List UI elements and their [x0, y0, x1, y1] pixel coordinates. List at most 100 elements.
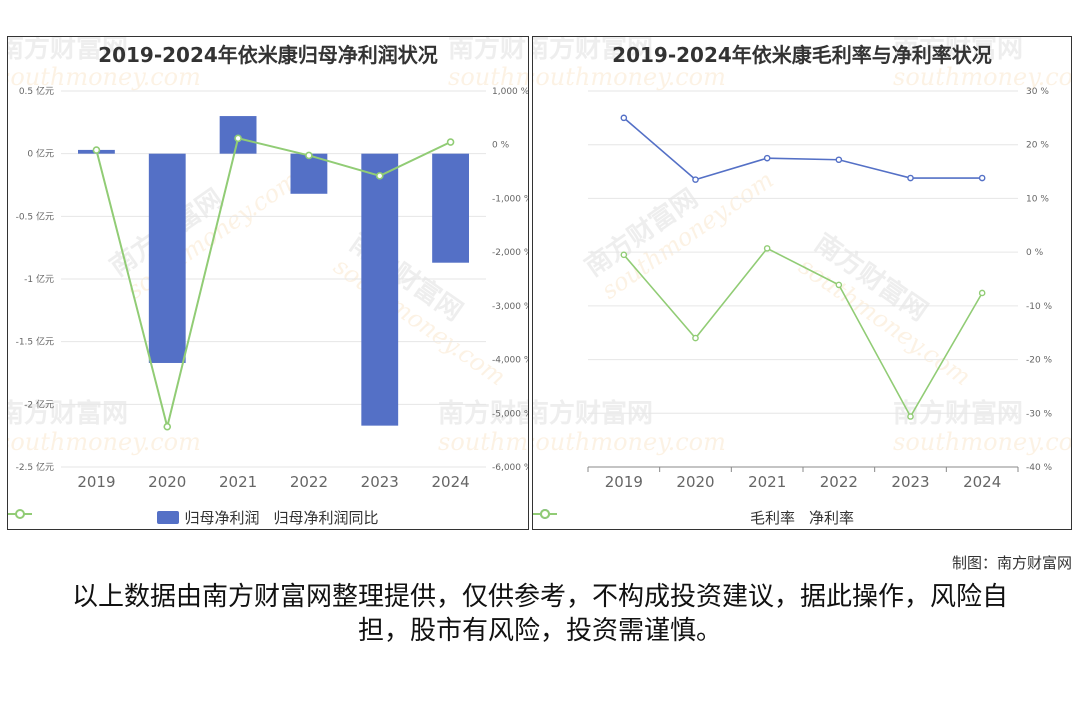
y-right-tick-label: 20 %	[1026, 141, 1049, 151]
x-tick-label: 2023	[891, 473, 929, 491]
legend-label: 净利率	[809, 509, 855, 527]
y-right-tick-label: 0 %	[1026, 248, 1044, 258]
y-right-tick-label: -40 %	[1026, 463, 1053, 473]
data-point	[620, 114, 628, 122]
watermark-cn: 南方财富网	[533, 37, 653, 64]
y-left-tick-label: -2.5 亿元	[16, 461, 54, 473]
chart-title: 2019-2024年依米康毛利率与净利率状况	[612, 43, 992, 67]
watermark-cn: 南方财富网	[448, 37, 529, 64]
data-point	[620, 251, 628, 259]
y-right-tick-label: -2,000 %	[492, 248, 529, 258]
data-point	[692, 334, 699, 342]
y-right-tick-label: -1,000 %	[492, 194, 529, 204]
data-point	[234, 134, 242, 143]
y-right-tick-label: -20 %	[1026, 356, 1053, 366]
y-right-tick-label: -30 %	[1026, 409, 1053, 419]
series-line-net-margin	[623, 247, 983, 419]
y-left-tick-label: -0.5 亿元	[16, 210, 54, 222]
watermark-en: southmoney.com	[533, 63, 726, 91]
x-tick-label: 2020	[148, 473, 186, 491]
data-point	[763, 154, 771, 162]
disclaimer-text: 以上数据由南方财富网整理提供，仅供参考，不构成投资建议，据此操作，风险自担，股市…	[71, 582, 1008, 646]
chart-title: 2019-2024年依米康归母净利润状况	[98, 43, 438, 67]
data-point	[978, 289, 986, 297]
watermark-en: southmoney.com	[448, 63, 529, 91]
watermark-cn: 南方财富网	[438, 398, 529, 429]
x-tick-label: 2021	[748, 473, 786, 491]
data-point	[835, 156, 843, 164]
y-right-tick-label: 0 %	[492, 141, 510, 151]
y-right-tick-label: -10 %	[1026, 302, 1053, 312]
data-point	[163, 422, 172, 431]
legend: 归母净利润 归母净利润同比	[8, 507, 528, 528]
watermark-en: southmoney.com	[8, 63, 201, 91]
y-left-tick-label: 0 亿元	[27, 148, 54, 160]
y-right-tick-label: 1,000 %	[492, 87, 529, 97]
series-line-yoy	[95, 137, 452, 427]
margin-chart: 南方财富网southmoney.com南方财富网southmoney.com南方…	[533, 37, 1072, 491]
y-left-tick-label: -2 亿元	[24, 398, 54, 410]
data-point	[92, 146, 101, 154]
legend-label: 归母净利润同比	[273, 509, 379, 527]
x-tick-label: 2021	[219, 473, 257, 491]
watermark-en: southmoney.com	[533, 428, 726, 456]
y-right-tick-label: -3,000 %	[492, 302, 529, 312]
x-tick-label: 2019	[605, 473, 643, 491]
bar	[432, 153, 469, 263]
y-right-tick-label: 30 %	[1026, 87, 1049, 97]
legend-label: 归母净利润	[184, 509, 260, 527]
data-point	[907, 413, 914, 420]
watermark-en: southmoney.com	[893, 428, 1072, 456]
bar	[361, 153, 399, 426]
bar	[148, 153, 186, 363]
legend-item-gross[interactable]: 毛利率	[533, 507, 795, 528]
legend-item-line[interactable]: 归母净利润同比	[8, 507, 379, 528]
watermark-cn: 南方财富网	[8, 398, 128, 429]
watermark-cn: 南方财富网	[893, 37, 1023, 64]
bar	[290, 153, 328, 194]
chart-credit: 制图：南方财富网	[951, 554, 1072, 572]
y-left-tick-label: -1.5 亿元	[16, 336, 54, 348]
data-point	[835, 281, 843, 289]
legend-label: 毛利率	[749, 509, 795, 527]
series-line-gross-margin	[623, 117, 983, 181]
legend-item-net[interactable]: 净利率	[533, 507, 855, 528]
x-tick-label: 2024	[431, 473, 469, 491]
data-point	[907, 174, 914, 182]
profit-chart: 南方财富网southmoney.com南方财富网southmoney.com南方…	[8, 37, 529, 491]
watermark-en: southmoney.com	[8, 428, 201, 456]
x-tick-label: 2022	[290, 473, 328, 491]
y-right-tick-label: -6,000 %	[492, 463, 529, 473]
y-left-tick-label: 0.5 亿元	[19, 85, 54, 97]
data-point	[305, 151, 313, 160]
watermark-en: southmoney.com	[438, 428, 529, 456]
data-point	[375, 172, 384, 180]
margin-chart-panel: 南方财富网southmoney.com南方财富网southmoney.com南方…	[532, 36, 1072, 530]
data-point	[692, 176, 699, 183]
legend-line-swatch	[533, 509, 557, 519]
x-tick-label: 2019	[77, 473, 115, 491]
data-point	[763, 245, 771, 252]
x-tick-label: 2024	[963, 473, 1001, 491]
data-point	[978, 174, 986, 182]
data-point	[446, 138, 455, 146]
y-left-tick-label: -1 亿元	[24, 273, 54, 285]
legend-line-swatch	[8, 509, 32, 519]
legend-item-bar[interactable]: 归母净利润	[157, 507, 260, 528]
watermark-cn: 南方财富网	[8, 37, 128, 64]
profit-chart-panel: 南方财富网southmoney.com南方财富网southmoney.com南方…	[7, 36, 529, 530]
watermark-en: southmoney.com	[893, 63, 1072, 91]
legend-bar-swatch	[157, 511, 180, 524]
x-tick-label: 2022	[820, 473, 858, 491]
x-tick-label: 2023	[361, 473, 399, 491]
y-right-tick-label: -4,000 %	[492, 356, 529, 366]
y-right-tick-label: 10 %	[1026, 194, 1049, 204]
